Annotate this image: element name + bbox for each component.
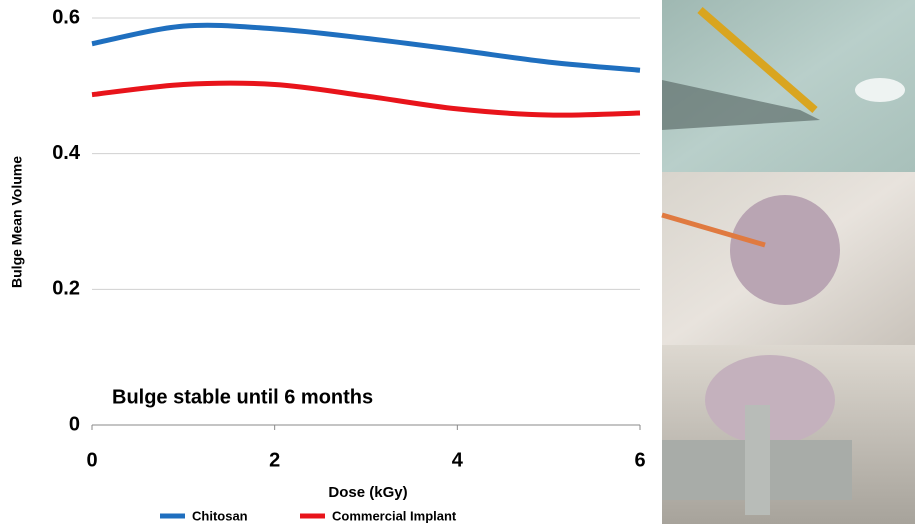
photo-shadow — [662, 80, 820, 130]
x-tick-label: 2 — [269, 449, 280, 471]
y-tick-label: 0.4 — [52, 142, 81, 164]
legend-label: Chitosan — [192, 508, 248, 523]
annotation: Bulge stable until 6 months — [112, 386, 373, 408]
photo-ruler-jaw — [745, 405, 770, 515]
y-axis-label: Bulge Mean Volume — [9, 156, 25, 288]
photo-bulge-2 — [705, 355, 835, 445]
photo-syringe-body — [697, 6, 818, 114]
chart: Bulge Mean Volume Dose (kGy) Bulge stabl… — [9, 156, 408, 501]
x-tick-label: 0 — [86, 449, 97, 471]
y-tick-label: 0.6 — [52, 6, 80, 28]
series-line — [91, 22, 641, 73]
legend-label: Commercial Implant — [332, 508, 457, 523]
series-line — [91, 80, 641, 118]
x-tick-label: 4 — [452, 449, 464, 471]
x-axis-label: Dose (kGy) — [328, 484, 407, 501]
photo-needle — [661, 212, 766, 248]
y-tick-label: 0 — [69, 413, 80, 435]
photo-panels — [661, 0, 915, 524]
photo-gel — [855, 78, 905, 102]
x-tick-label: 6 — [634, 449, 645, 471]
y-tick-label: 0.2 — [52, 278, 80, 300]
photo-bulge — [730, 195, 840, 305]
